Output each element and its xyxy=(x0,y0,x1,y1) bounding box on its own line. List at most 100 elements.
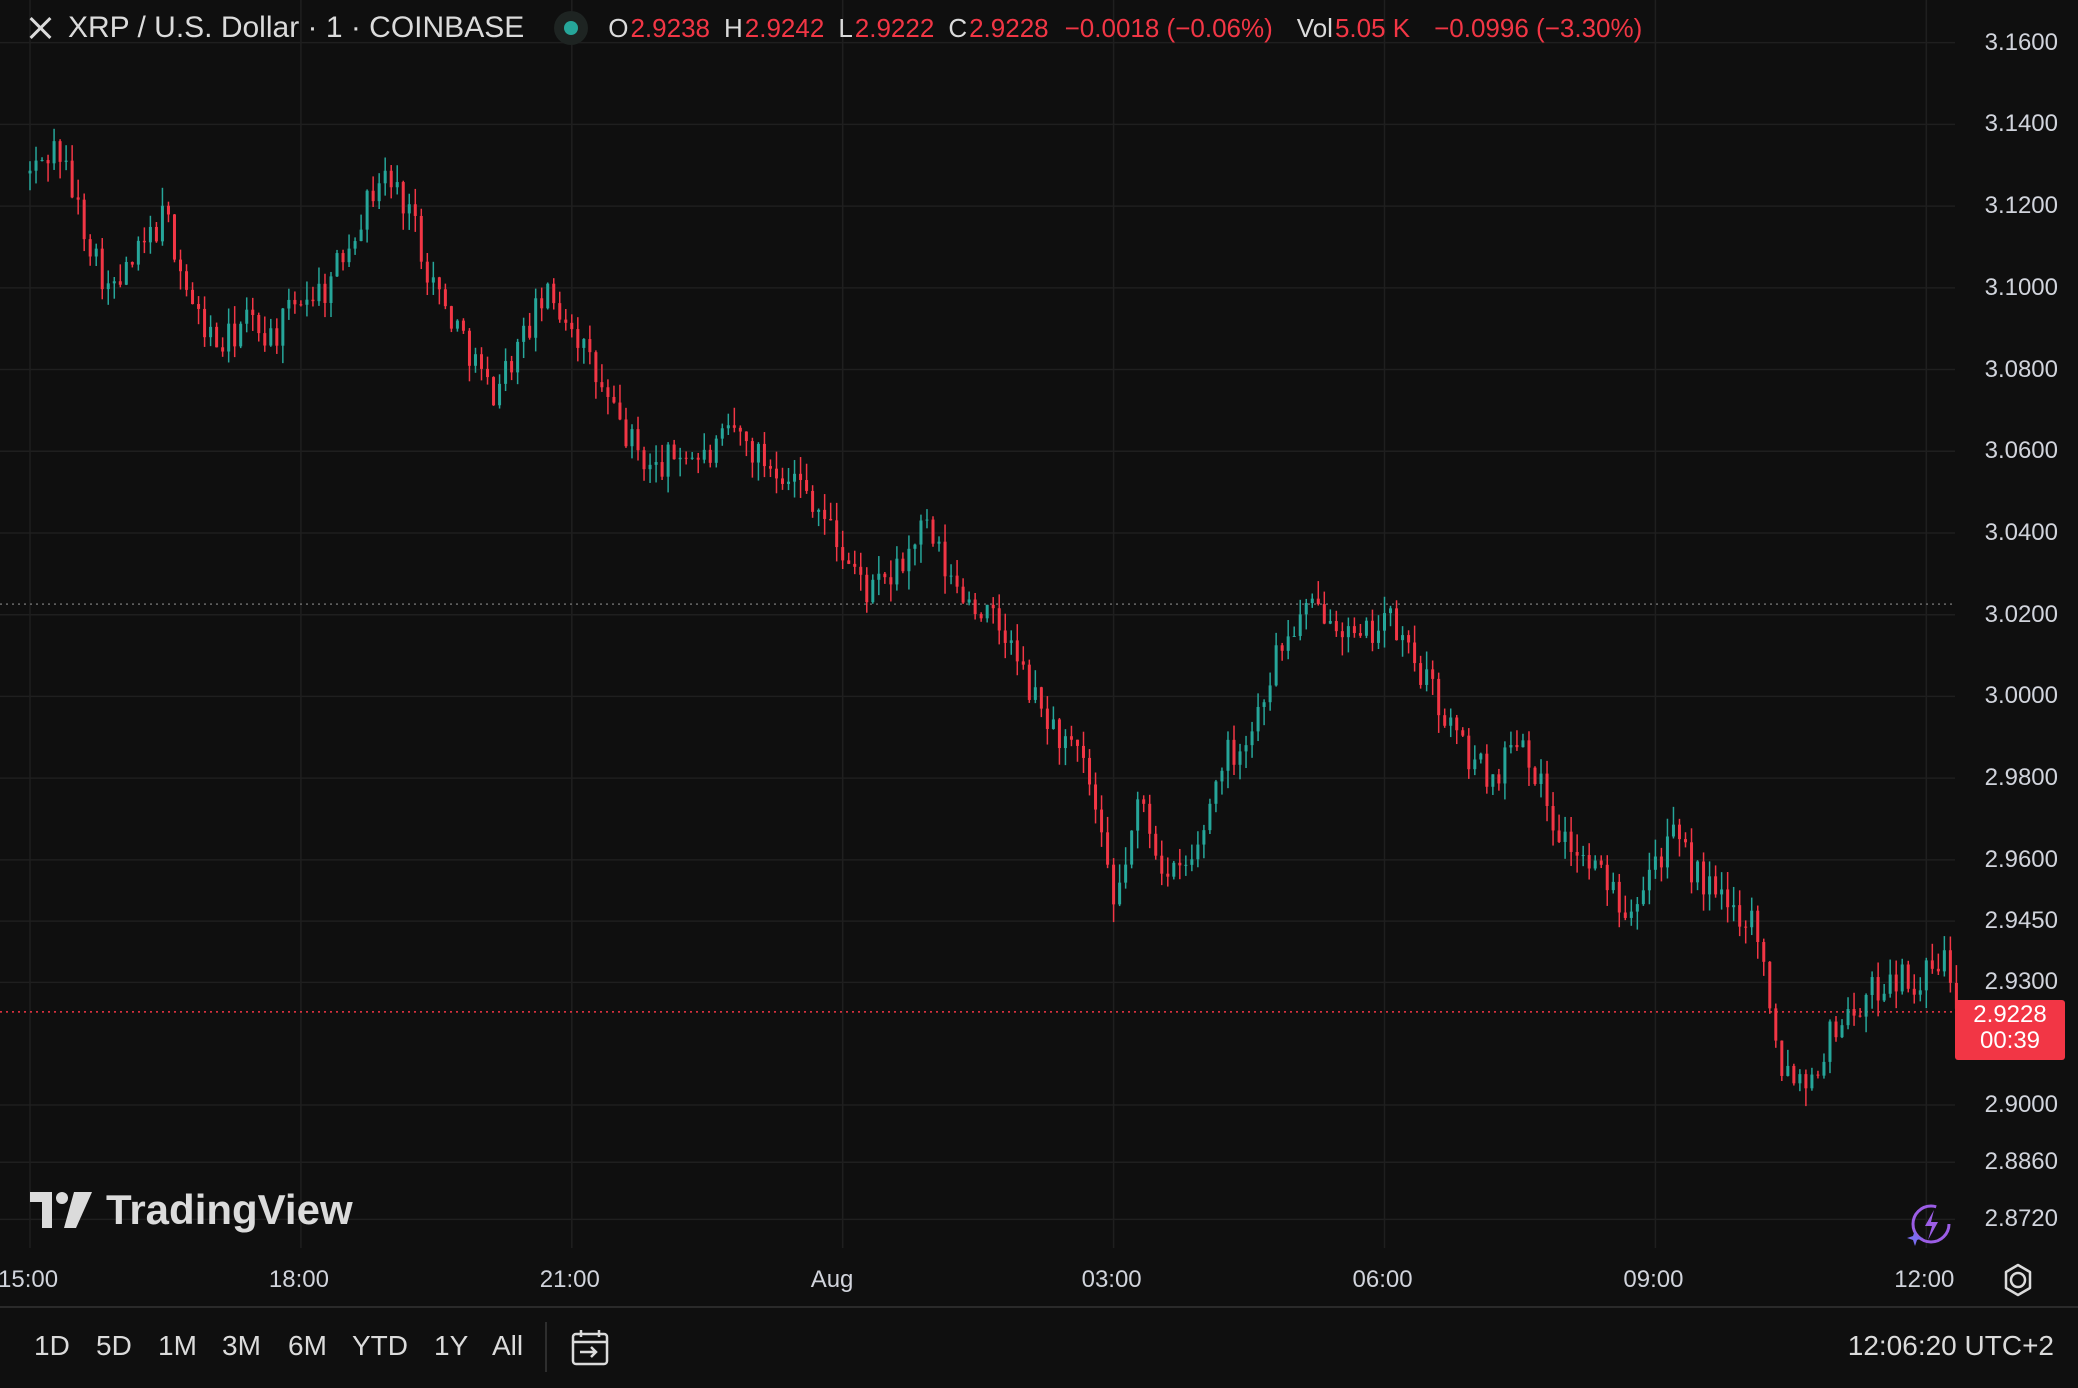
candle xyxy=(233,306,237,358)
open-value: 2.9238 xyxy=(630,12,710,43)
candle xyxy=(1702,852,1706,911)
candle xyxy=(353,237,357,255)
candle xyxy=(1852,992,1856,1026)
candle xyxy=(1888,959,1892,998)
candle xyxy=(1322,591,1326,625)
candle xyxy=(702,433,706,464)
toolbar-divider xyxy=(545,1322,547,1372)
close-label: C xyxy=(948,12,968,43)
candle xyxy=(1286,619,1290,660)
price-tick-label: 2.8720 xyxy=(1984,1205,2058,1233)
price-tick-label: 2.9450 xyxy=(1984,907,2058,935)
candle xyxy=(1744,920,1748,944)
candle xyxy=(678,447,682,477)
candle xyxy=(1208,798,1212,835)
candle xyxy=(1515,730,1519,751)
candlesticks xyxy=(28,128,1964,1107)
high-value: 2.9242 xyxy=(744,12,825,43)
candle xyxy=(1924,957,1928,1009)
candle xyxy=(829,502,833,521)
candle xyxy=(160,187,164,246)
candle xyxy=(768,459,772,478)
candle xyxy=(227,308,231,363)
range-button-1y[interactable]: 1Y xyxy=(434,1330,469,1361)
candle xyxy=(1641,876,1645,906)
candle xyxy=(142,227,146,254)
candle xyxy=(762,432,766,478)
candle xyxy=(1118,864,1122,907)
candle xyxy=(1166,857,1170,887)
candle xyxy=(118,264,122,288)
low-value: 2.9222 xyxy=(854,12,935,43)
candle xyxy=(1581,845,1585,867)
candle xyxy=(1750,897,1754,936)
range-button-6m[interactable]: 6M xyxy=(288,1330,327,1361)
candle xyxy=(774,451,778,494)
candle xyxy=(287,288,291,320)
lightning-icon[interactable] xyxy=(1905,1200,1955,1250)
candle xyxy=(738,425,742,446)
candle xyxy=(973,592,977,620)
candle xyxy=(1617,873,1621,928)
change-value: −0.0018 (−0.06%) xyxy=(1064,12,1273,43)
price-chart[interactable] xyxy=(0,0,2078,1306)
range-button-all[interactable]: All xyxy=(492,1330,524,1361)
current-price-value: 2.9228 xyxy=(1973,1001,2047,1028)
candle xyxy=(1870,971,1874,1009)
price-tick-label: 3.0800 xyxy=(1984,355,2058,383)
range-button-1d[interactable]: 1D xyxy=(34,1330,70,1361)
candle xyxy=(1304,598,1308,630)
price-tick-label: 3.0600 xyxy=(1984,437,2058,465)
range-button-1m[interactable]: 1M xyxy=(158,1330,197,1361)
candle xyxy=(1425,651,1429,692)
symbol-title[interactable]: XRP / U.S. Dollar · 1 · COINBASE xyxy=(68,11,525,44)
candle xyxy=(46,154,50,182)
price-tick-label: 2.9800 xyxy=(1984,764,2058,792)
clock-timezone[interactable]: 12:06:20 UTC+2 xyxy=(1847,1330,2054,1361)
price-tick-label: 3.1600 xyxy=(1984,28,2058,56)
range-button-3m[interactable]: 3M xyxy=(222,1330,261,1361)
candle xyxy=(1262,699,1266,726)
candle xyxy=(1696,860,1700,891)
candle xyxy=(907,535,911,590)
range-button-5d[interactable]: 5D xyxy=(96,1330,132,1361)
candle xyxy=(1274,632,1278,687)
candle xyxy=(1726,872,1730,923)
candle xyxy=(1623,895,1627,921)
candle xyxy=(1256,693,1260,742)
tradingview-logo-text: TradingView xyxy=(106,1186,353,1233)
candle xyxy=(841,530,845,569)
candle xyxy=(191,282,195,305)
candle xyxy=(823,494,827,535)
candle xyxy=(787,467,791,491)
candle xyxy=(522,317,526,359)
candle xyxy=(883,571,887,584)
close-icon[interactable] xyxy=(26,14,54,42)
candle xyxy=(1786,1049,1790,1077)
candle xyxy=(1130,830,1134,869)
candle xyxy=(1413,625,1417,672)
candle xyxy=(630,424,634,459)
candle xyxy=(1563,816,1567,859)
time-tick-label: 15:00 xyxy=(0,1266,59,1293)
candle xyxy=(299,300,303,307)
candle xyxy=(642,446,646,481)
candle xyxy=(1635,896,1639,930)
candle xyxy=(937,536,941,552)
candle xyxy=(871,574,875,604)
candle xyxy=(1075,739,1079,762)
candle xyxy=(672,439,676,460)
candle xyxy=(1936,953,1940,976)
range-button-ytd[interactable]: YTD xyxy=(352,1330,408,1361)
candle xyxy=(510,355,514,381)
candle xyxy=(498,374,502,409)
settings-icon[interactable] xyxy=(2000,1262,2036,1298)
price-tick-label: 3.0400 xyxy=(1984,518,2058,546)
candle xyxy=(1629,899,1633,926)
candle xyxy=(269,318,273,347)
bottom-toolbar: 1D 5D 1M 3M 6M YTD 1Y All 12:06:20 UTC+2 xyxy=(0,1306,2078,1388)
date-range-icon[interactable] xyxy=(570,1328,612,1368)
candle xyxy=(1190,844,1194,872)
candle xyxy=(1491,774,1495,795)
candle xyxy=(275,318,279,354)
